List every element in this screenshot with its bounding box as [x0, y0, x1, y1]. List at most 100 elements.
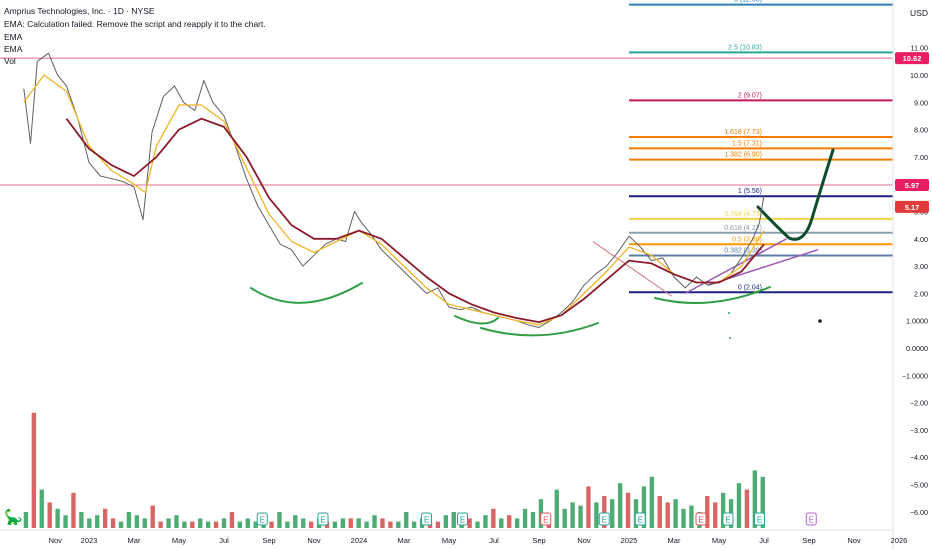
- volume-bar: [63, 515, 68, 528]
- fib-level-label: 1.382 (6.90): [724, 152, 762, 159]
- earnings-marker-icon: [695, 512, 707, 526]
- volume-bar: [388, 521, 393, 528]
- volume-bar: [372, 515, 377, 528]
- x-tick-label: Mar: [668, 536, 681, 545]
- volume-bar: [301, 518, 306, 528]
- earnings-marker-icon: [256, 512, 268, 526]
- volume-bar: [356, 518, 361, 528]
- x-tick-label: Nov: [847, 536, 861, 545]
- horizontal-lines-layer: [0, 57, 893, 186]
- volume-bar: [617, 483, 623, 528]
- earnings-marker-label: E: [638, 516, 643, 525]
- y-tick-label: −2.00: [910, 399, 928, 408]
- x-tick-label: Mar: [128, 536, 141, 545]
- price-tag-label: 5.17: [905, 203, 920, 212]
- series-line-0: [23, 52, 765, 328]
- fib-level-label: 0.5 (3.80): [732, 236, 762, 243]
- volume-bar: [491, 508, 496, 528]
- volume-bar: [435, 521, 441, 528]
- y-tick-label: 10.00: [910, 71, 928, 80]
- volume-bar: [174, 515, 179, 528]
- x-tick-label: Nov: [307, 536, 321, 545]
- cup-curve-annotation: [480, 322, 599, 337]
- earnings-marker-label: E: [460, 516, 465, 525]
- volume-bar: [649, 476, 655, 528]
- price-tag: [895, 200, 929, 213]
- volume-bar: [554, 489, 559, 528]
- volume-bar: [79, 512, 84, 528]
- y-tick-label: 3.00: [914, 262, 928, 271]
- trend-line-annotation: [592, 241, 673, 297]
- volume-bar: [705, 496, 710, 528]
- volume-bar: [736, 483, 742, 528]
- x-tick-label: Jul: [219, 536, 229, 545]
- earnings-marker-label: E: [725, 516, 730, 525]
- y-tick-label: 2.00: [914, 289, 928, 298]
- volume-bar: [451, 512, 456, 528]
- volume-bar: [221, 518, 227, 528]
- fib-level-label: 0.618 (4.22): [724, 225, 762, 232]
- earnings-marker-label: E: [809, 516, 814, 525]
- y-tick-label: 1.0000: [906, 317, 928, 326]
- volume-bar: [23, 512, 29, 528]
- volume-bar: [348, 518, 353, 528]
- volume-bar: [514, 518, 520, 528]
- volume-bar: [198, 518, 203, 528]
- series-layer: [23, 52, 765, 328]
- earnings-marker-label: E: [757, 516, 762, 525]
- volume-bar: [253, 521, 258, 528]
- volume-bar: [443, 515, 449, 528]
- volume-bar: [411, 521, 417, 528]
- indicator-volume[interactable]: Vol: [4, 56, 16, 66]
- indicator-ema-1[interactable]: EMA: [4, 32, 23, 42]
- volume-bar: [118, 521, 124, 528]
- earnings-marker-icon: [421, 512, 432, 526]
- volume-bar: [245, 518, 250, 528]
- projection-path-annotation: [756, 148, 835, 241]
- currency-label[interactable]: USD: [910, 8, 928, 18]
- volume-bar: [530, 512, 536, 528]
- x-tick-label: 2024: [351, 536, 368, 545]
- volume-bar: [499, 518, 504, 528]
- volume-bar: [205, 521, 211, 528]
- x-tick-label: 2023: [81, 536, 98, 545]
- volume-bar: [142, 518, 147, 528]
- earnings-marker-label: E: [320, 516, 325, 525]
- earnings-marker-icon: [317, 512, 329, 526]
- volume-bar: [150, 505, 155, 528]
- y-tick-label: −4.00: [910, 453, 928, 462]
- volume-bar: [190, 521, 195, 528]
- tradingview-logo-icon[interactable]: 🦕: [4, 509, 23, 526]
- volume-bar: [285, 521, 290, 528]
- earnings-marker-label: E: [260, 516, 265, 525]
- x-tick-label: Sep: [262, 536, 275, 545]
- indicator-ema-2[interactable]: EMA: [4, 44, 23, 54]
- volume-bar: [673, 499, 678, 528]
- fib-level-label: 3 (12.58): [734, 0, 762, 4]
- volume-bar: [182, 521, 187, 528]
- volume-bar: [277, 512, 282, 528]
- volume-bar: [752, 470, 758, 528]
- volume-bar: [213, 521, 219, 528]
- earnings-marker-label: E: [543, 516, 548, 525]
- x-tick-label: Sep: [802, 536, 815, 545]
- fibonacci-levels-layer: 3 (12.58) 2.5 (10.83) 2 (9.07) 1.618 (7.73)…: [629, 0, 893, 294]
- volume-bar: [47, 502, 52, 528]
- volume-bar: [396, 521, 401, 528]
- volume-bar: [95, 515, 100, 528]
- chart-title: Amprius Technologies, Inc. · 1D · NYSE: [4, 6, 155, 16]
- x-tick-label: May: [442, 536, 456, 545]
- dot-annotation: [729, 337, 731, 339]
- cup-curve-annotation: [454, 315, 499, 325]
- volume-layer: [23, 412, 765, 528]
- y-tick-label: −3.00: [910, 426, 928, 435]
- volume-bar: [364, 521, 369, 528]
- x-tick-label: Nov: [577, 536, 591, 545]
- volume-bar: [55, 508, 60, 528]
- fib-level-label: 0.382 (3.39): [724, 247, 762, 254]
- volume-bar: [578, 505, 583, 528]
- y-tick-label: 7.00: [914, 153, 928, 162]
